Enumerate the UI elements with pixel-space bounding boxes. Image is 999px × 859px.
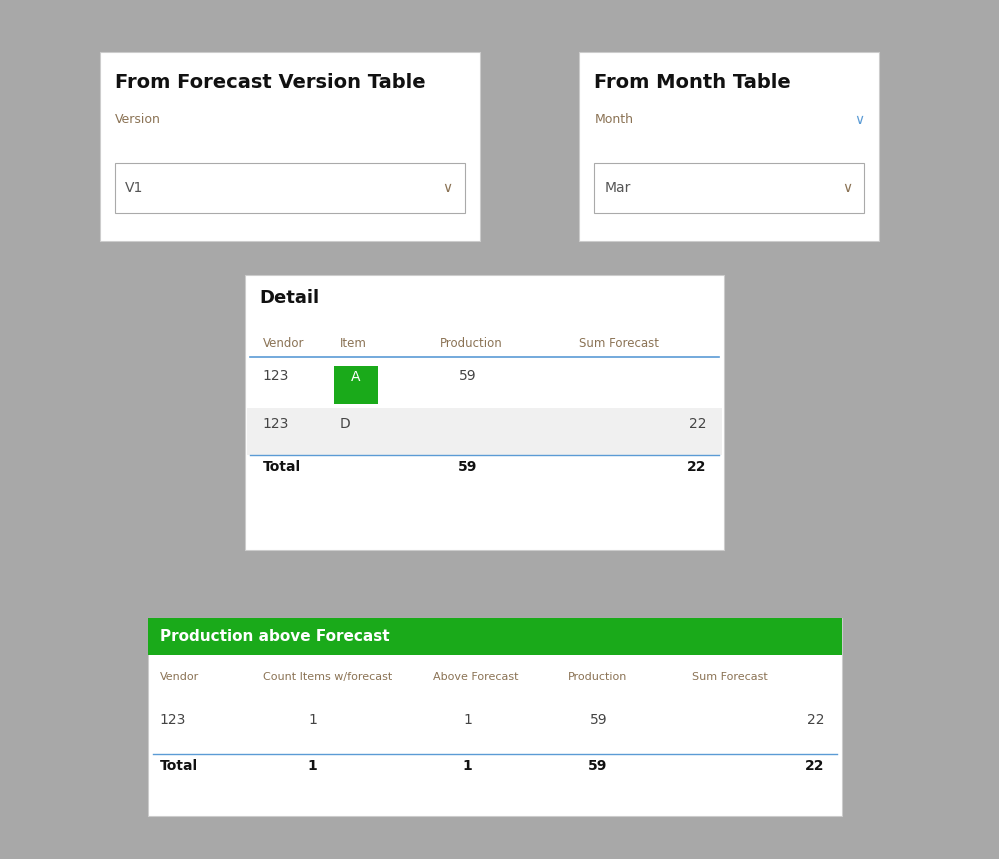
Text: 123: 123	[263, 417, 289, 430]
FancyBboxPatch shape	[115, 163, 465, 213]
Text: Production above Forecast: Production above Forecast	[160, 629, 390, 644]
FancyBboxPatch shape	[594, 163, 864, 213]
Text: 1: 1	[308, 759, 318, 773]
Text: ∨: ∨	[842, 181, 852, 195]
Text: 1: 1	[464, 713, 473, 727]
Text: Item: Item	[340, 337, 367, 350]
FancyBboxPatch shape	[579, 52, 879, 241]
Text: Above Forecast: Above Forecast	[433, 672, 518, 682]
FancyBboxPatch shape	[148, 618, 842, 816]
Text: 22: 22	[806, 713, 824, 727]
Text: Production: Production	[567, 672, 626, 682]
Text: Total: Total	[263, 460, 301, 474]
FancyBboxPatch shape	[245, 275, 724, 550]
Text: ∨: ∨	[443, 181, 453, 195]
Text: Detail: Detail	[260, 289, 320, 307]
Text: Count Items w/forecast: Count Items w/forecast	[263, 672, 392, 682]
Text: A: A	[351, 370, 361, 384]
Text: 1: 1	[309, 713, 318, 727]
Text: Total: Total	[160, 759, 198, 773]
FancyBboxPatch shape	[100, 52, 480, 241]
Text: Version: Version	[115, 113, 161, 126]
Text: Sum Forecast: Sum Forecast	[579, 337, 659, 350]
Text: 22: 22	[804, 759, 824, 773]
Text: Month: Month	[594, 113, 633, 126]
Text: 22: 22	[686, 460, 706, 474]
Text: 22: 22	[688, 417, 706, 430]
Text: From Month Table: From Month Table	[594, 73, 791, 92]
Text: Vendor: Vendor	[263, 337, 305, 350]
Text: Production: Production	[440, 337, 502, 350]
Text: 1: 1	[463, 759, 473, 773]
Text: 123: 123	[263, 369, 289, 383]
Text: 59: 59	[459, 369, 477, 383]
FancyBboxPatch shape	[334, 366, 378, 405]
Text: 123: 123	[160, 713, 186, 727]
Text: Sum Forecast: Sum Forecast	[692, 672, 768, 682]
Text: Vendor: Vendor	[160, 672, 199, 682]
FancyBboxPatch shape	[247, 408, 722, 455]
Text: Mar: Mar	[604, 181, 630, 195]
Text: 59: 59	[588, 759, 607, 773]
Text: V1: V1	[125, 181, 143, 195]
FancyBboxPatch shape	[148, 618, 842, 655]
Text: ∨: ∨	[854, 113, 864, 127]
Text: 59: 59	[589, 713, 607, 727]
Text: D: D	[340, 417, 351, 430]
Text: From Forecast Version Table: From Forecast Version Table	[115, 73, 426, 92]
Text: 59: 59	[458, 460, 478, 474]
